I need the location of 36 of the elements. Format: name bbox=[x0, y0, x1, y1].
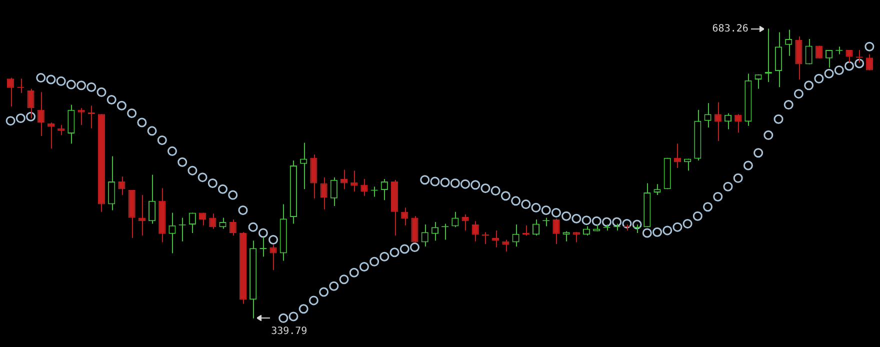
candlestick bbox=[360, 178, 368, 196]
candlestick bbox=[795, 36, 802, 80]
candlestick bbox=[654, 184, 661, 196]
text: 339.79 bbox=[271, 326, 308, 337]
candlestick bbox=[774, 32, 782, 88]
candlestick bbox=[78, 108, 85, 126]
candlestick bbox=[502, 239, 510, 252]
candlestick bbox=[552, 218, 560, 244]
candlestick bbox=[482, 232, 490, 244]
candlestick bbox=[58, 124, 65, 136]
candlestick bbox=[330, 176, 338, 206]
candlestick bbox=[734, 114, 742, 134]
candlestick bbox=[462, 214, 469, 231]
candlestick bbox=[168, 212, 176, 254]
candlestick bbox=[785, 29, 792, 56]
candlestick bbox=[492, 230, 500, 248]
candlestick bbox=[300, 142, 308, 190]
candlestick bbox=[188, 212, 196, 234]
candlestick bbox=[270, 244, 277, 271]
candlestick bbox=[754, 74, 762, 90]
candlestick bbox=[320, 176, 328, 210]
candlestick bbox=[310, 154, 318, 199]
annotation: 683.26 bbox=[712, 23, 748, 34]
candlestick bbox=[411, 216, 418, 243]
candlestick bbox=[7, 77, 14, 107]
candlestick bbox=[866, 54, 873, 71]
candlestick bbox=[118, 176, 126, 196]
candlestick bbox=[805, 38, 812, 65]
candlestick bbox=[562, 230, 570, 242]
candlestick bbox=[108, 156, 116, 211]
candlestick bbox=[401, 207, 408, 226]
candlestick bbox=[714, 102, 722, 142]
candlestick bbox=[148, 174, 156, 224]
candlestick bbox=[704, 102, 712, 128]
candlestick bbox=[37, 92, 44, 136]
candlestick bbox=[68, 104, 75, 144]
